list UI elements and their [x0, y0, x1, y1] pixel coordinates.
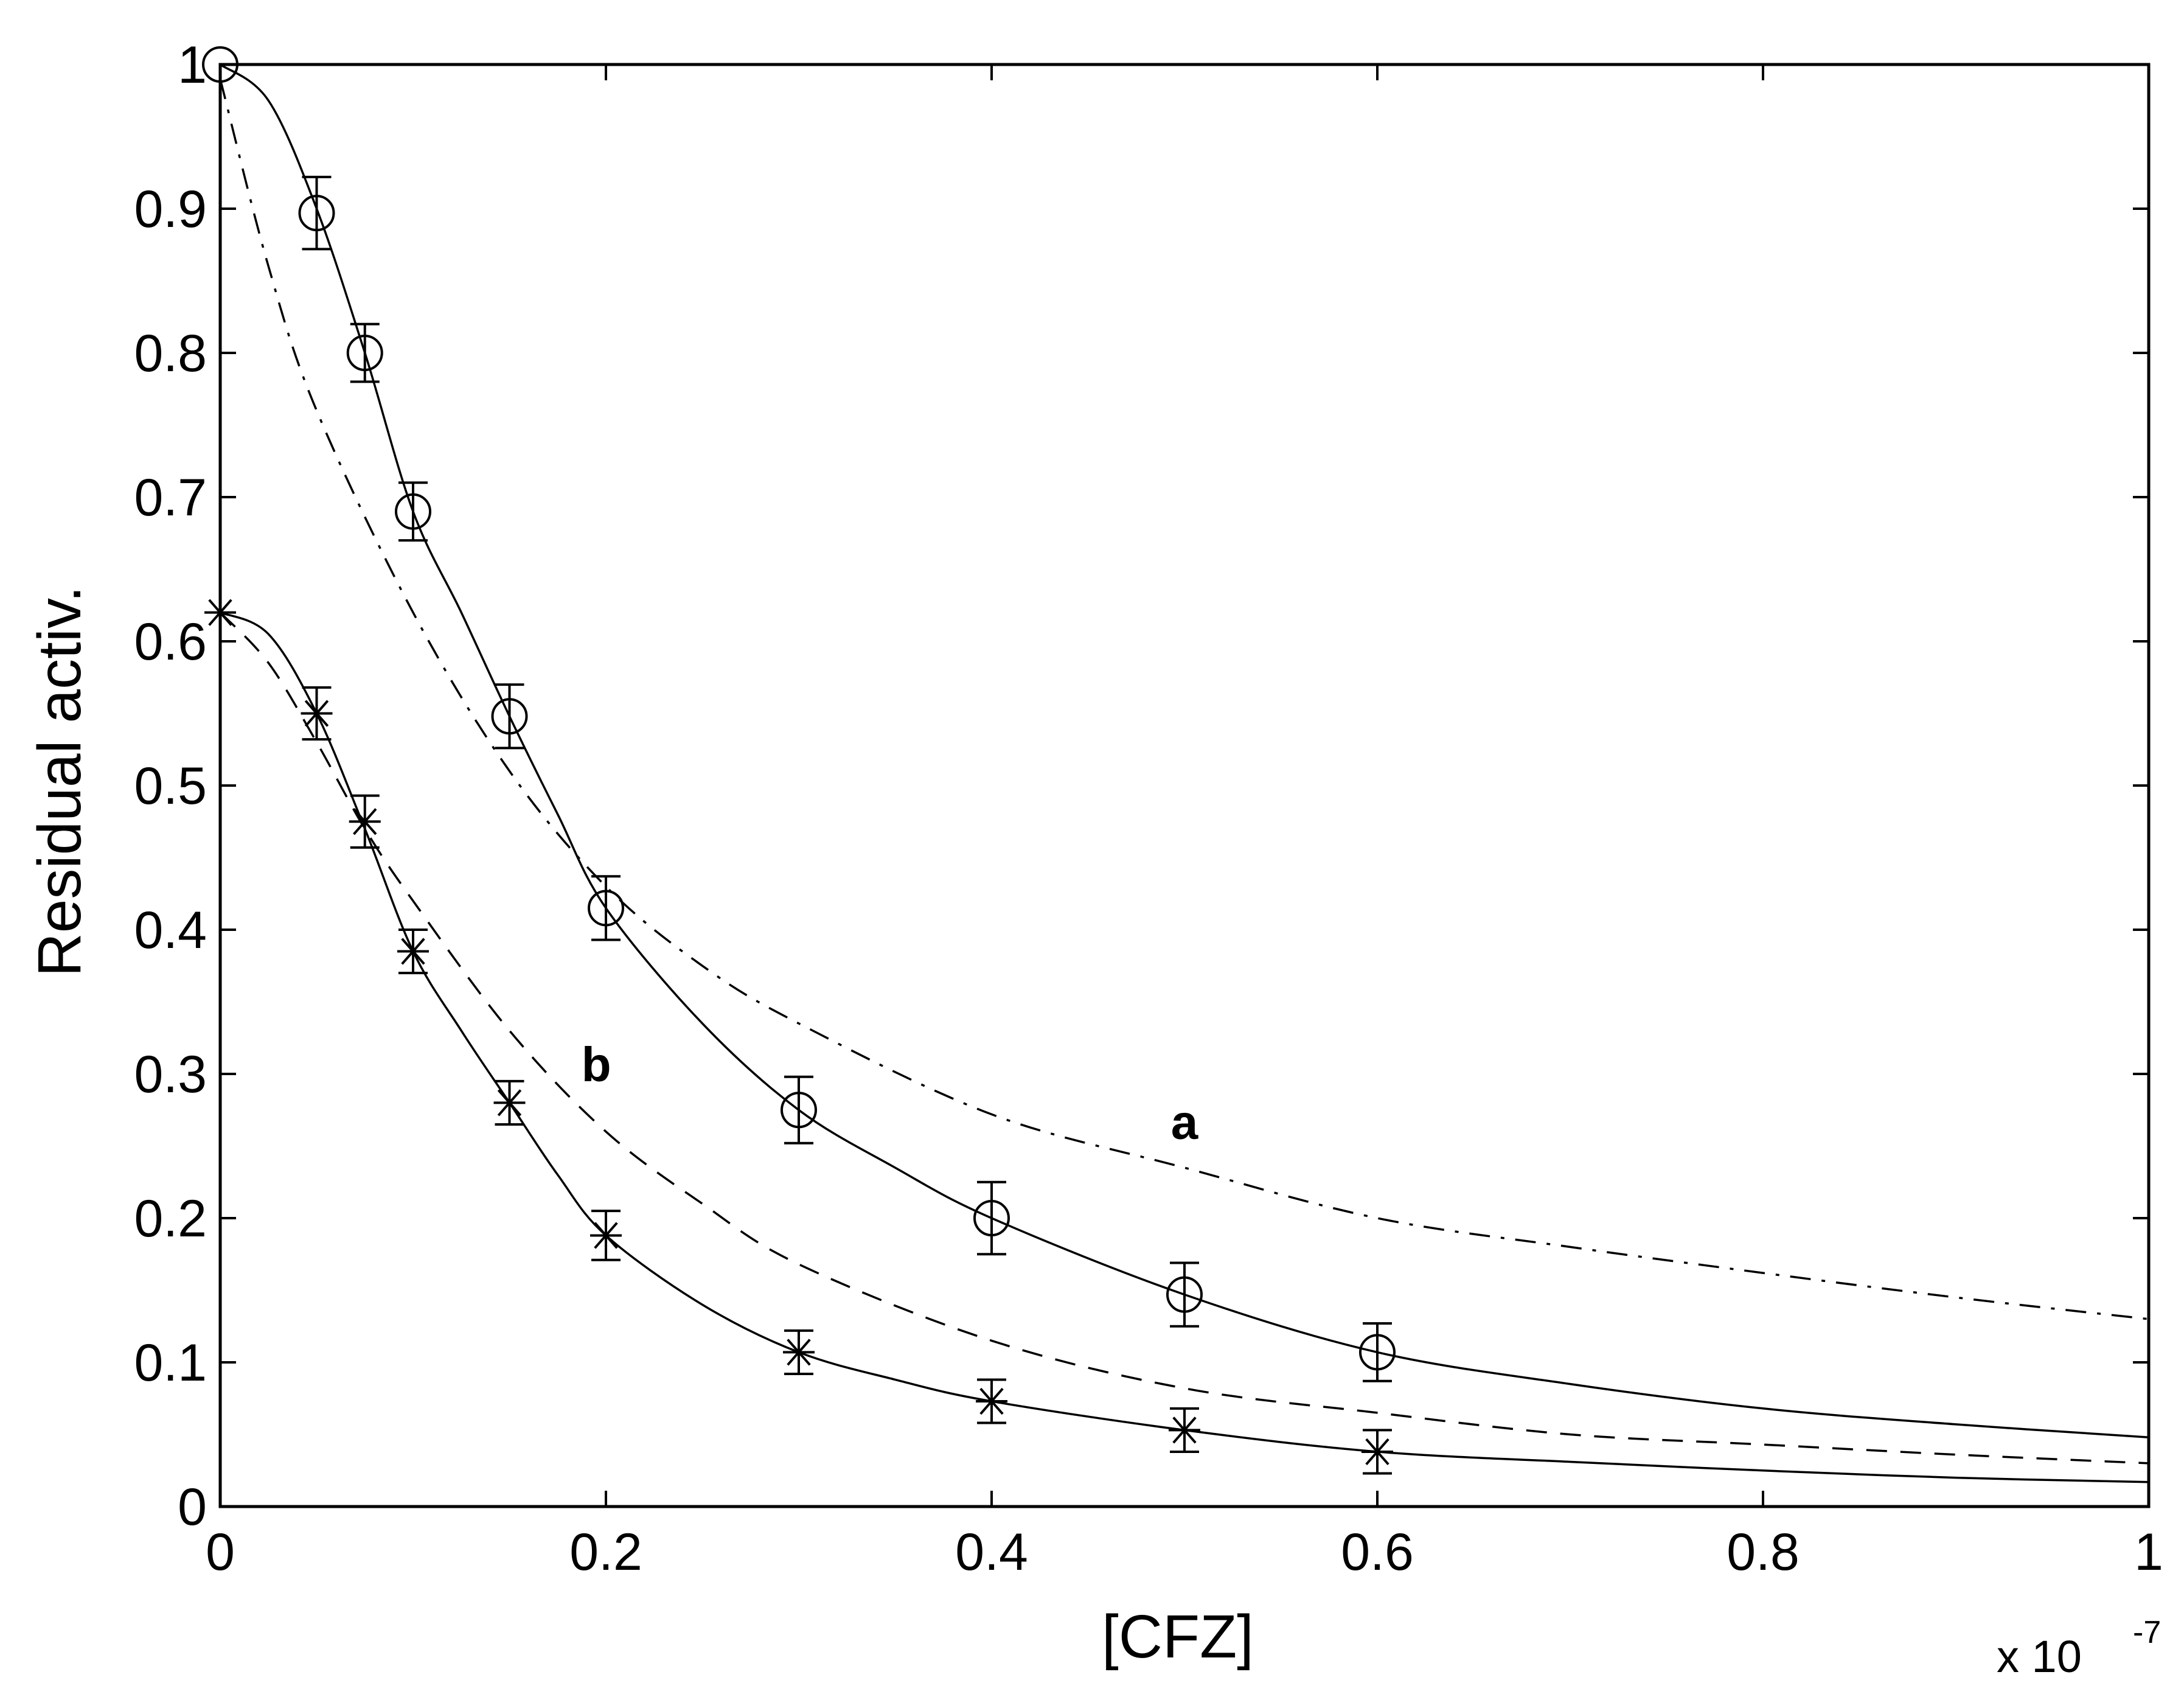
- y-tick-label: 0.4: [134, 901, 207, 960]
- x-axis-multiplier-exponent: -7: [2133, 1615, 2161, 1650]
- fit-curve-solid: [219, 63, 2149, 1438]
- curve-labels: ab: [582, 1037, 1198, 1149]
- data-point-asterisk: [349, 794, 381, 849]
- data-point-asterisk: [1362, 1429, 1393, 1475]
- asterisk-marker: [497, 1089, 522, 1117]
- y-tick-label: 1: [178, 36, 207, 94]
- data-point-asterisk: [976, 1378, 1007, 1424]
- tick-labels: 0 0.2 0.4 0.6 0.8 1 0 0.1 0.2 0.3 0.4 0.5 0.6 0.7 0.8 0…: [134, 36, 2163, 1581]
- asterisk-marker: [787, 1339, 811, 1366]
- circle-marker: [588, 890, 624, 927]
- x-tick-label: 0.4: [955, 1523, 1028, 1581]
- y-tick-label: 0.3: [134, 1045, 207, 1104]
- data-point-asterisk: [590, 1210, 622, 1261]
- data-point-circle: [973, 1180, 1010, 1256]
- asterisk-marker: [1365, 1438, 1389, 1466]
- data-point-circle: [491, 683, 528, 750]
- x-tick-label: 0.6: [1341, 1523, 1414, 1581]
- fit-curve-dashdot: [219, 78, 2149, 1320]
- circle-marker: [202, 46, 238, 83]
- plot-frame: [218, 63, 2151, 1508]
- data-point-circle: [1166, 1261, 1203, 1328]
- x-axis-multiplier: x 10: [1997, 1631, 2082, 1682]
- data-point-circle: [781, 1075, 817, 1145]
- data-point-asterisk: [1169, 1407, 1200, 1453]
- data-points: [202, 46, 1396, 1475]
- data-point-circle: [588, 875, 624, 941]
- data-point-asterisk: [783, 1329, 815, 1375]
- circle-marker: [781, 1092, 817, 1129]
- asterisk-marker: [401, 938, 425, 965]
- y-tick-label: 0.5: [134, 757, 207, 815]
- data-point-circle: [395, 481, 431, 542]
- data-point-circle: [1359, 1322, 1396, 1382]
- y-tick-label: 0.9: [134, 180, 207, 239]
- data-point-asterisk: [301, 686, 333, 741]
- y-tick-label: 0.2: [134, 1190, 207, 1248]
- asterisk-marker: [979, 1387, 1004, 1415]
- circle-marker: [1166, 1276, 1203, 1313]
- curve-label-a: a: [1171, 1095, 1198, 1149]
- y-tick-label: 0: [178, 1478, 207, 1536]
- asterisk-marker: [353, 808, 377, 835]
- data-point-asterisk: [397, 929, 429, 975]
- y-tick-label: 0.7: [134, 469, 207, 527]
- circle-marker: [1359, 1334, 1396, 1371]
- data-point-asterisk: [493, 1079, 526, 1126]
- circle-marker: [298, 195, 335, 232]
- curve-label-b: b: [582, 1037, 611, 1092]
- x-tick-label: 1: [2134, 1523, 2163, 1581]
- data-point-circle: [346, 322, 383, 383]
- x-tick-label: 0: [206, 1523, 235, 1581]
- y-axis-title: Residual activ.: [26, 586, 94, 977]
- data-point-asterisk: [204, 599, 236, 626]
- circle-marker: [346, 335, 383, 371]
- y-tick-label: 0.1: [134, 1334, 207, 1392]
- asterisk-marker: [208, 599, 232, 626]
- y-tick-label: 0.8: [134, 324, 207, 383]
- circle-marker: [491, 698, 528, 735]
- y-tick-label: 0.6: [134, 613, 207, 671]
- asterisk-marker: [304, 700, 329, 727]
- data-point-circle: [202, 46, 238, 83]
- circle-marker: [973, 1200, 1010, 1236]
- x-axis-title: [CFZ]: [1102, 1603, 1254, 1671]
- asterisk-marker: [594, 1222, 618, 1249]
- x-tick-label: 0.8: [1727, 1523, 1800, 1581]
- x-tick-label: 0.2: [569, 1523, 642, 1581]
- circle-marker: [395, 493, 431, 530]
- data-point-circle: [298, 175, 335, 251]
- asterisk-marker: [1172, 1416, 1197, 1444]
